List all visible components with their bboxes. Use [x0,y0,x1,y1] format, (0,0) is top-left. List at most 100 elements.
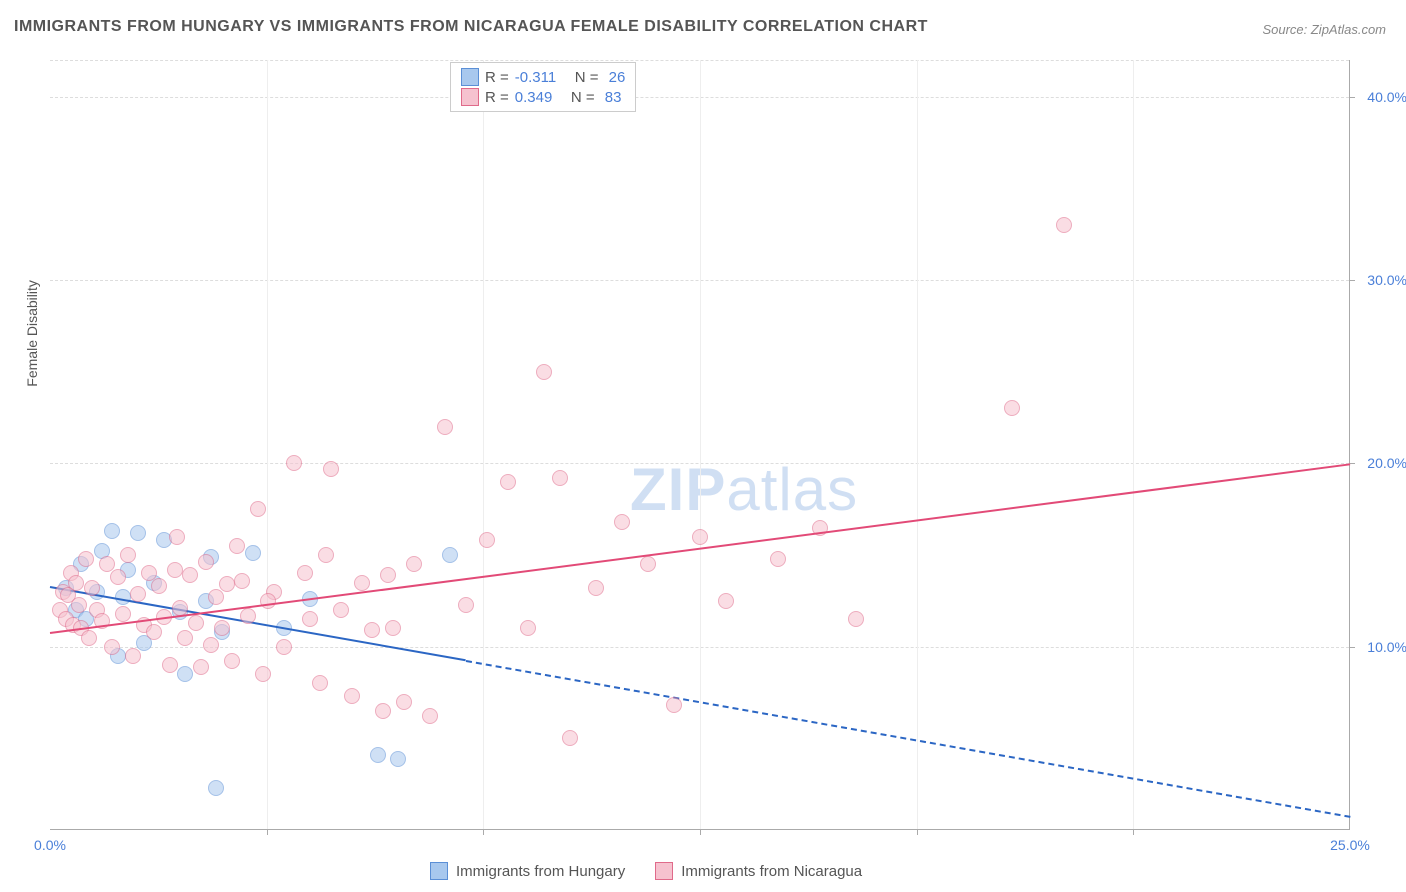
plot-area: ZIPatlas 10.0%20.0%30.0%40.0%0.0%25.0% [50,60,1350,830]
ytick-mark [1349,280,1355,281]
data-point [214,620,230,636]
data-point [520,620,536,636]
xtick-mark [1133,829,1134,835]
ytick-mark [1349,647,1355,648]
watermark-zip: ZIP [630,456,726,523]
data-point [104,639,120,655]
xtick-mark [483,829,484,835]
data-point [536,364,552,380]
data-point [406,556,422,572]
data-point [276,639,292,655]
legend-n-value: 83 [605,89,622,106]
data-point [198,554,214,570]
data-point [68,575,84,591]
data-point [255,666,271,682]
legend-swatch [461,88,479,106]
data-point [260,593,276,609]
data-point [422,708,438,724]
legend-label: Immigrants from Nicaragua [681,863,862,880]
data-point [354,575,370,591]
data-point [614,514,630,530]
legend-item: Immigrants from Hungary [430,862,625,880]
legend-item: Immigrants from Nicaragua [655,862,862,880]
xtick-mark [267,829,268,835]
data-point [390,751,406,767]
correlation-chart: IMMIGRANTS FROM HUNGARY VS IMMIGRANTS FR… [0,0,1406,892]
legend-row: R = 0.349 N = 83 [461,87,625,107]
watermark: ZIPatlas [630,455,858,524]
data-point [167,562,183,578]
data-point [437,419,453,435]
data-point [250,501,266,517]
data-point [110,569,126,585]
data-point [84,580,100,596]
data-point [552,470,568,486]
data-point [848,611,864,627]
data-point [302,611,318,627]
data-point [370,747,386,763]
watermark-atlas: atlas [726,456,858,523]
data-point [224,653,240,669]
data-point [396,694,412,710]
data-point [78,551,94,567]
data-point [71,597,87,613]
data-point [162,657,178,673]
ytick-label: 30.0% [1367,272,1406,288]
xtick-mark [917,829,918,835]
legend-r-label: R = [485,89,509,106]
data-point [333,602,349,618]
data-point [177,666,193,682]
gridline-v [917,60,918,829]
legend-n-label: N = [558,89,598,106]
data-point [104,523,120,539]
xtick-label: 0.0% [34,837,66,853]
xtick-label: 25.0% [1330,837,1370,853]
data-point [208,589,224,605]
data-point [344,688,360,704]
data-point [151,578,167,594]
data-point [312,675,328,691]
data-point [286,455,302,471]
ytick-label: 40.0% [1367,89,1406,105]
data-point [169,529,185,545]
series-legend: Immigrants from Hungary Immigrants from N… [430,862,862,880]
legend-swatch [461,68,479,86]
data-point [125,648,141,664]
gridline-v [700,60,701,829]
data-point [666,697,682,713]
legend-r-value: -0.311 [515,69,556,86]
data-point [479,532,495,548]
data-point [297,565,313,581]
data-point [640,556,656,572]
gridline-v [483,60,484,829]
data-point [718,593,734,609]
data-point [229,538,245,554]
data-point [1056,217,1072,233]
data-point [588,580,604,596]
ytick-label: 10.0% [1367,639,1406,655]
data-point [364,622,380,638]
data-point [146,624,162,640]
legend-row: R = -0.311 N = 26 [461,67,625,87]
data-point [182,567,198,583]
data-point [442,547,458,563]
data-point [380,567,396,583]
trend-line [466,660,1350,818]
data-point [177,630,193,646]
data-point [385,620,401,636]
data-point [375,703,391,719]
data-point [1004,400,1020,416]
data-point [203,637,219,653]
data-point [234,573,250,589]
data-point [219,576,235,592]
legend-n-label: N = [562,69,602,86]
data-point [318,547,334,563]
data-point [193,659,209,675]
data-point [770,551,786,567]
legend-swatch [655,862,673,880]
data-point [188,615,204,631]
source-attribution: Source: ZipAtlas.com [1262,22,1386,37]
legend-r-label: R = [485,69,509,86]
gridline-v [1133,60,1134,829]
data-point [130,525,146,541]
